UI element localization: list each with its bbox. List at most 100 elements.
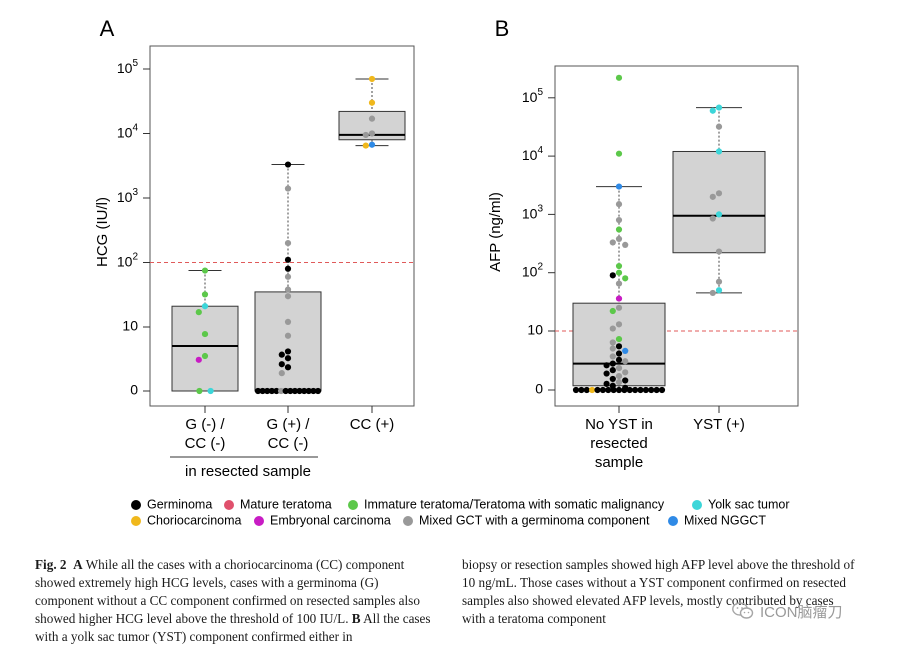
data-point: [653, 386, 660, 394]
y-tick-label: 10: [527, 322, 543, 338]
data-point: [615, 262, 623, 270]
data-point: [715, 278, 723, 285]
legend-item-yolk: Yolk sac tumor: [692, 497, 790, 511]
data-point: [284, 161, 292, 168]
box: [254, 291, 322, 392]
data-point: [615, 304, 623, 311]
data-point: [362, 142, 369, 149]
data-point: [291, 387, 299, 395]
legend-label: Germinoma: [147, 497, 212, 511]
figure-svg: A HCG (IU/l) 0 10 102 103 104 105 G (-) / CC (-) G…: [94, 16, 799, 527]
data-point: [284, 265, 292, 272]
legend-swatch: [692, 500, 702, 510]
data-point: [284, 273, 292, 280]
data-point: [615, 365, 623, 372]
caption-part-a-label: A: [73, 557, 83, 572]
data-point: [282, 387, 289, 395]
points-group-2: [254, 161, 322, 395]
data-point: [278, 370, 285, 377]
data-point: [615, 350, 623, 357]
data-point: [284, 286, 292, 293]
legend-swatch: [668, 516, 678, 526]
panel-a-hcg-chart: A HCG (IU/l) 0 10 102 103 104 105 G (-) / CC (-) G…: [94, 16, 415, 480]
data-point: [715, 190, 723, 197]
caption-fig-label: Fig. 2: [35, 557, 67, 572]
data-point: [201, 330, 209, 338]
data-point: [615, 183, 623, 190]
box: [672, 150, 766, 254]
data-point: [287, 387, 294, 395]
data-point: [254, 387, 262, 395]
legend-label: Embryonal carcinoma: [270, 513, 391, 527]
legend-item-immature: Immature teratoma/Teratoma with somatic …: [348, 497, 665, 511]
data-point: [615, 216, 623, 224]
points-group-2: [709, 104, 723, 297]
data-point: [615, 343, 623, 350]
data-point: [268, 387, 275, 395]
data-point: [658, 386, 666, 394]
data-point: [583, 386, 590, 394]
data-point: [284, 348, 292, 355]
data-point: [615, 150, 623, 157]
legend-label: Choriocarcinoma: [147, 513, 242, 527]
data-point: [622, 358, 629, 365]
data-point: [609, 360, 616, 367]
legend-swatch: [131, 500, 141, 510]
y-tick-label: 105: [117, 58, 139, 76]
data-point: [622, 275, 629, 282]
box-plot-1: [171, 270, 239, 392]
data-point: [284, 364, 292, 371]
data-point: [195, 309, 202, 316]
data-point: [622, 241, 629, 248]
data-point: [615, 295, 623, 302]
panel-b-afp-chart: B AFP (ng/ml) 0 10 102 103 104 105 No YST in rese…: [487, 16, 799, 471]
data-point: [709, 289, 716, 297]
legend: Germinoma Mature teratoma Immature teratom…: [131, 497, 790, 527]
data-point: [578, 386, 585, 394]
caption-right-text: biopsy or resection samples showed high …: [462, 557, 855, 626]
data-point: [615, 235, 623, 242]
data-point: [609, 339, 616, 346]
data-point: [609, 272, 616, 279]
y-tick-label: 103: [522, 203, 544, 221]
legend-swatch: [131, 516, 141, 526]
data-point: [609, 307, 616, 315]
data-point: [362, 131, 369, 139]
data-point: [277, 387, 285, 395]
legend-item-chorio: Choriocarcinoma: [131, 513, 242, 527]
caption-part-b-text: All the cases with a yolk sac tumor (YST…: [35, 611, 431, 644]
data-point: [368, 141, 376, 148]
data-point: [368, 115, 376, 122]
legend-swatch: [403, 516, 413, 526]
x-tick-label: No YST in resected sample: [585, 416, 653, 471]
data-point: [615, 356, 623, 363]
data-point: [609, 375, 616, 383]
data-point: [368, 75, 376, 83]
x-tick-label: G (+) / CC (-): [267, 416, 311, 452]
data-point: [603, 380, 610, 387]
figure-caption-left: Fig. 2 A While all the cases with a chor…: [35, 556, 435, 646]
legend-item-mature: Mature teratoma: [224, 497, 332, 511]
box: [572, 302, 666, 387]
data-point: [603, 362, 610, 369]
data-point: [622, 377, 629, 384]
data-point: [615, 280, 623, 287]
plot-frame: [149, 45, 415, 407]
caption-part-b-label: B: [351, 611, 361, 626]
legend-swatch: [224, 500, 234, 510]
legend-label: Immature teratoma/Teratoma with somatic …: [364, 497, 665, 511]
data-point: [609, 382, 616, 389]
data-point: [284, 332, 292, 339]
data-point: [201, 291, 209, 298]
data-point: [642, 386, 649, 394]
caption-part-a-text: While all the cases with a choriocarcino…: [35, 557, 420, 626]
data-point: [715, 248, 723, 255]
data-point: [609, 367, 616, 374]
data-point: [305, 387, 312, 395]
legend-swatch: [348, 500, 358, 510]
points-group-1: [572, 74, 666, 394]
data-point: [599, 386, 606, 394]
data-point: [615, 321, 623, 328]
legend-label: Mixed NGGCT: [684, 513, 766, 527]
y-axis-label: HCG (IU/l): [94, 197, 111, 267]
